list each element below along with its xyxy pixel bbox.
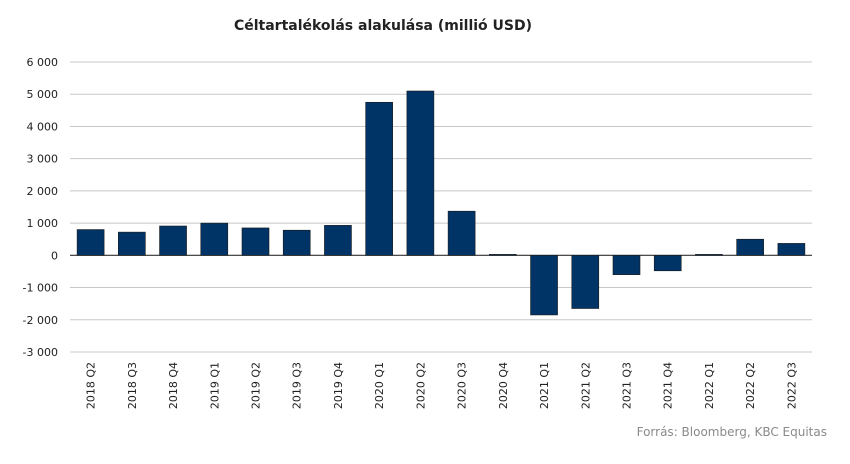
- bar: [282, 229, 311, 256]
- bar: [695, 254, 723, 256]
- x-tick-label: 2021 Q1: [538, 362, 551, 409]
- bar: [241, 227, 270, 256]
- bar: [76, 229, 105, 256]
- x-tick-label: 2020 Q1: [373, 362, 386, 409]
- y-tick-label: 2 000: [27, 185, 59, 198]
- y-tick-label: 6 000: [27, 56, 59, 69]
- x-tick-label: 2019 Q2: [250, 362, 263, 409]
- x-tick-label: 2020 Q4: [497, 362, 510, 409]
- bar: [571, 255, 600, 309]
- x-tick-label: 2018 Q3: [126, 362, 139, 409]
- y-tick-label: -3 000: [23, 346, 58, 359]
- y-tick-label: -1 000: [23, 282, 58, 295]
- chart-title: Céltartalékolás alakulása (millió USD): [233, 18, 533, 34]
- y-tick-label: 5 000: [27, 88, 59, 101]
- y-tick-label: -2 000: [23, 314, 58, 327]
- bar: [365, 101, 393, 256]
- x-tick-label: 2022 Q1: [703, 362, 716, 409]
- x-tick-label: 2019 Q4: [332, 362, 345, 409]
- y-tick-label: 3 000: [27, 153, 59, 166]
- bar: [777, 243, 806, 256]
- bar: [530, 255, 558, 316]
- y-axis-ticks: 6 000 5 000 4 000 3 000 2 000 1 000 0 -1 000 -2 …: [23, 56, 58, 359]
- bar: [612, 255, 641, 275]
- x-tick-label: 2021 Q3: [621, 362, 634, 409]
- x-tick-label: 2020 Q3: [456, 362, 469, 409]
- bar: [653, 255, 682, 272]
- x-tick-label: 2018 Q4: [167, 362, 180, 409]
- x-tick-label: 2022 Q3: [785, 362, 798, 409]
- x-tick-label: 2018 Q2: [85, 362, 98, 409]
- source-note: Forrás: Bloomberg, KBC Equitas: [636, 425, 827, 439]
- y-tick-label: 0: [51, 249, 58, 262]
- bar: [159, 225, 187, 256]
- bar: [324, 225, 352, 256]
- x-tick-label: 2021 Q4: [662, 362, 675, 409]
- y-tick-label: 4 000: [27, 120, 59, 133]
- x-tick-label: 2022 Q2: [744, 362, 757, 409]
- x-tick-label: 2020 Q2: [414, 362, 427, 409]
- bar: [489, 254, 517, 256]
- y-tick-label: 1 000: [27, 217, 59, 230]
- bar: [118, 231, 146, 256]
- bar: [736, 238, 764, 256]
- gridlines: [70, 61, 812, 353]
- x-tick-label: 2019 Q1: [208, 362, 221, 409]
- bar: [447, 210, 476, 256]
- x-tick-label: 2021 Q2: [579, 362, 592, 409]
- x-tick-label: 2019 Q3: [291, 362, 304, 409]
- x-axis-ticks: 2018 Q2 2018 Q3 2018 Q4 2019 Q1 2019 Q2 2019 …: [85, 362, 799, 409]
- bar: [200, 222, 229, 256]
- bar: [406, 90, 435, 256]
- bars: [76, 90, 806, 316]
